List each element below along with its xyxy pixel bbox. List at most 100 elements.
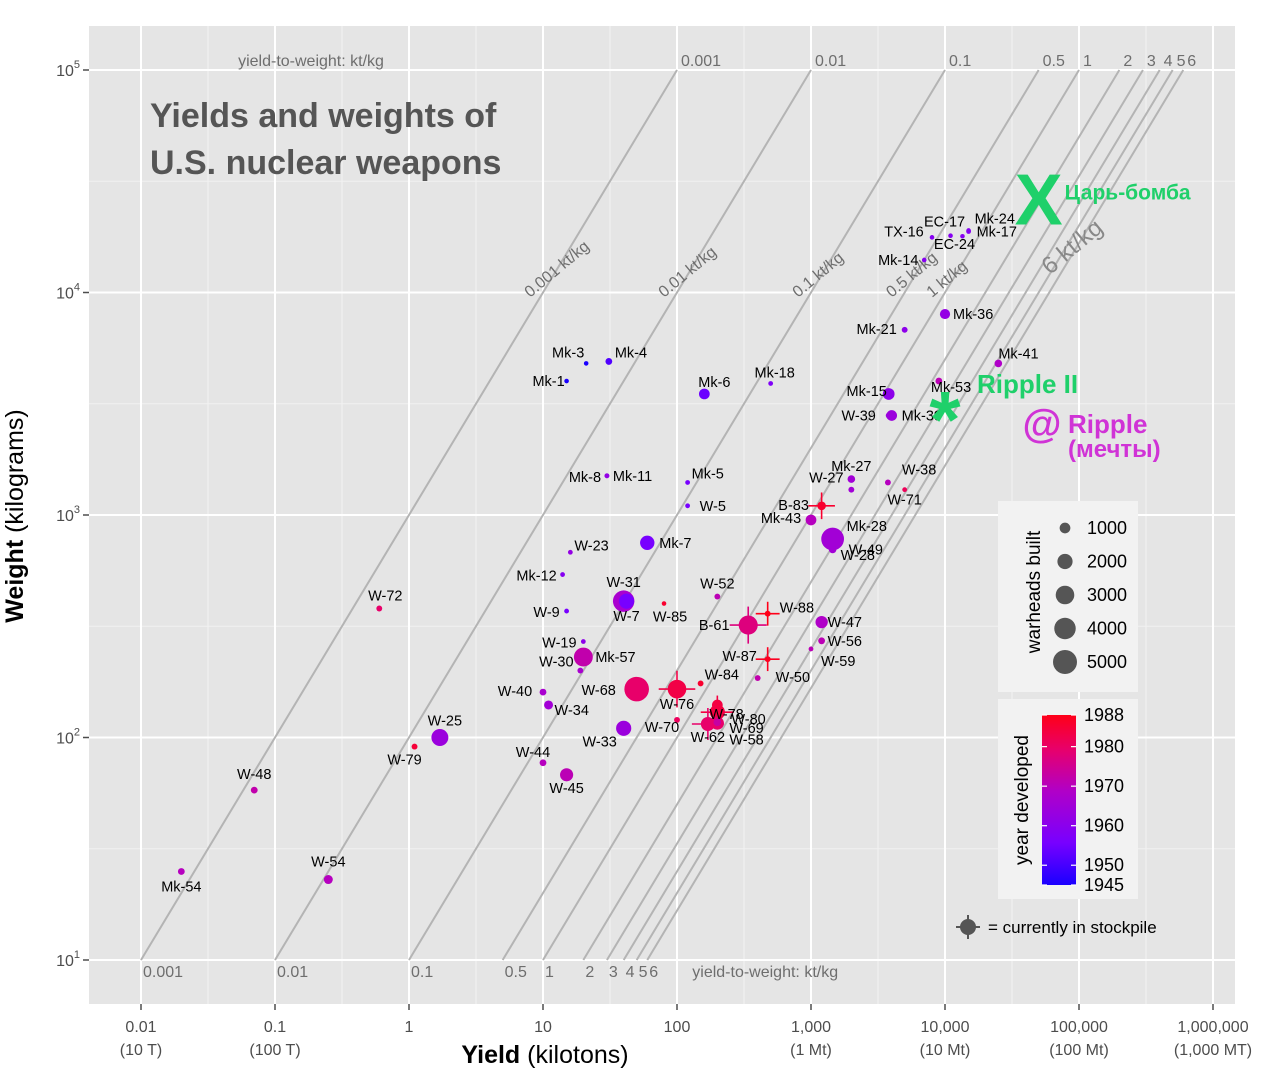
point-W-79 (411, 743, 418, 750)
point-Mk-5 (685, 480, 691, 485)
ratio-line (274, 69, 812, 961)
point-label-W-78: W-78 (709, 707, 743, 723)
ratio-top-value: 0.001 (681, 53, 721, 70)
ratio-top-value: 0.5 (1043, 53, 1065, 70)
point-label-W-38: W-38 (902, 462, 936, 478)
annotation-ripple-dream-label-1: Ripple (1068, 409, 1147, 439)
point-W-45 (560, 768, 574, 782)
chart-title: Yields and weights of U.S. nuclear weapo… (150, 97, 501, 182)
color-legend-label: 1980 (1084, 737, 1124, 757)
point-label-Mk-6: Mk-6 (698, 375, 730, 391)
ratio-top-value: 3 (1147, 53, 1156, 70)
point-label-W-76: W-76 (660, 697, 694, 713)
x-tick-label: 1,000 (791, 1019, 831, 1036)
ratio-top-value: 5 (1177, 53, 1186, 70)
point-W-58 (713, 718, 722, 727)
point-label-W-19: W-19 (542, 636, 576, 652)
ratio-bottom-value: 3 (609, 964, 618, 981)
size-legend-dot (1054, 617, 1076, 640)
point-W-54 (323, 875, 333, 885)
ratio-line (582, 69, 1121, 961)
point-B-83 (817, 501, 826, 511)
size-legend-label: 1000 (1087, 518, 1127, 538)
point-label-Mk-4: Mk-4 (615, 345, 647, 361)
annotation-ripple-ii-mark: * (929, 375, 961, 464)
point-W-49 (828, 545, 837, 554)
point-TX-16 (929, 235, 935, 240)
x-tick-label: 0.1 (264, 1019, 286, 1036)
y-tick-label: 104 (56, 282, 80, 303)
point-B-61 (738, 615, 758, 635)
point-label-W-47: W-47 (828, 615, 862, 631)
x-axis-ticks: 0.01 (10 T) 0.1 (100 T) 1 10 100 1,000 (1 Mt) 10,… (120, 1004, 1252, 1059)
point-W-68 (624, 676, 649, 702)
annotation-tsar-bomba-mark: X (1015, 161, 1063, 241)
point-W-19 (580, 639, 586, 644)
x-tick-sublabel: (10 Mt) (920, 1042, 971, 1059)
chart-title-line-1: Yields and weights of (150, 97, 497, 135)
ratio-top-value: 2 (1123, 53, 1132, 70)
point-label-W-49: W-49 (849, 542, 883, 558)
point-label-W-27: W-27 (809, 471, 843, 487)
y-axis-title-unit: (kilograms) (1, 409, 29, 540)
point-label-W-5: W-5 (700, 499, 726, 515)
ratio-line (606, 69, 1144, 961)
point-Mk-14 (921, 257, 927, 263)
point-label-W-23: W-23 (574, 538, 608, 554)
point-label-W-68: W-68 (581, 683, 615, 699)
ratio-top-value: 0.01 (815, 53, 846, 70)
ratio-line (635, 69, 1174, 961)
point-label-EC-24: EC-24 (934, 237, 975, 253)
x-tick-label: 100 (664, 1019, 691, 1036)
size-legend-dot (1057, 553, 1073, 570)
point-label-EC-17: EC-17 (924, 215, 965, 231)
ratio-line (408, 69, 946, 961)
annotation-tsar-bomba-label: Царь-бомба (1065, 182, 1191, 205)
ratio-top-value: 0.1 (949, 53, 971, 70)
point-W-52 (714, 593, 721, 600)
ratio-bottom-value: 0.01 (277, 964, 308, 981)
point-label-W-34: W-34 (555, 703, 589, 719)
point-label-W-59: W-59 (821, 654, 855, 670)
point-label-W-72: W-72 (368, 588, 402, 604)
point-Mk-36 (939, 308, 951, 320)
point-label-W-52: W-52 (700, 577, 734, 593)
x-tick-sublabel: (1,000 MT) (1174, 1042, 1252, 1059)
point-label-Mk-53: Mk-53 (931, 380, 971, 396)
size-legend-label: 4000 (1087, 619, 1127, 639)
size-legend-title: warheads built (1024, 530, 1045, 654)
point-label-W-39: W-39 (841, 409, 875, 425)
x-axis-title-bold: Yield (461, 1041, 520, 1069)
x-tick-label: 1 (405, 1019, 414, 1036)
annotation-ripple-dream-label-2: (мечты) (1068, 436, 1161, 463)
x-tick-sublabel: (1 Mt) (790, 1042, 832, 1059)
point-W-71 (902, 487, 908, 493)
annotations: X Царь-бомба * Ripple II@ Ripple(мечты) (929, 161, 1191, 464)
size-legend-dot (1053, 650, 1077, 674)
point-label-Mk-1: Mk-1 (532, 374, 564, 390)
ratio-bottom-value: 0.5 (505, 964, 527, 981)
ratio-bottom-value: 4 (626, 964, 635, 981)
ratio-line (646, 69, 1185, 961)
point-label-W-50: W-50 (776, 670, 810, 686)
x-tick-sublabel: (100 Mt) (1049, 1042, 1109, 1059)
size-legend-dot (1055, 585, 1075, 605)
ratio-line (622, 69, 1161, 961)
point-W-56 (818, 637, 826, 645)
x-tick-label: 0.01 (125, 1019, 156, 1036)
point-label-Mk-11: Mk-11 (613, 469, 652, 485)
point-Mk-1 (564, 378, 569, 384)
point-label-Mk-27: Mk-27 (831, 459, 871, 475)
chart-title-line-2: U.S. nuclear weapons (150, 144, 501, 182)
x-axis-title-unit: (kilotons) (520, 1041, 628, 1069)
point-label-W-87: W-87 (722, 649, 756, 665)
ratio-line (501, 69, 1040, 961)
color-legend-title: year developed (1012, 735, 1033, 865)
point-W-5 (685, 503, 691, 509)
size-legend: warheads built 1000 2000 3000 4000 5000 (998, 501, 1138, 692)
point-W-84 (697, 680, 704, 687)
ratio-top-value: 1 (1083, 53, 1092, 70)
point-label-W-79: W-79 (387, 753, 421, 769)
point-label-Mk-3: Mk-3 (552, 345, 584, 361)
